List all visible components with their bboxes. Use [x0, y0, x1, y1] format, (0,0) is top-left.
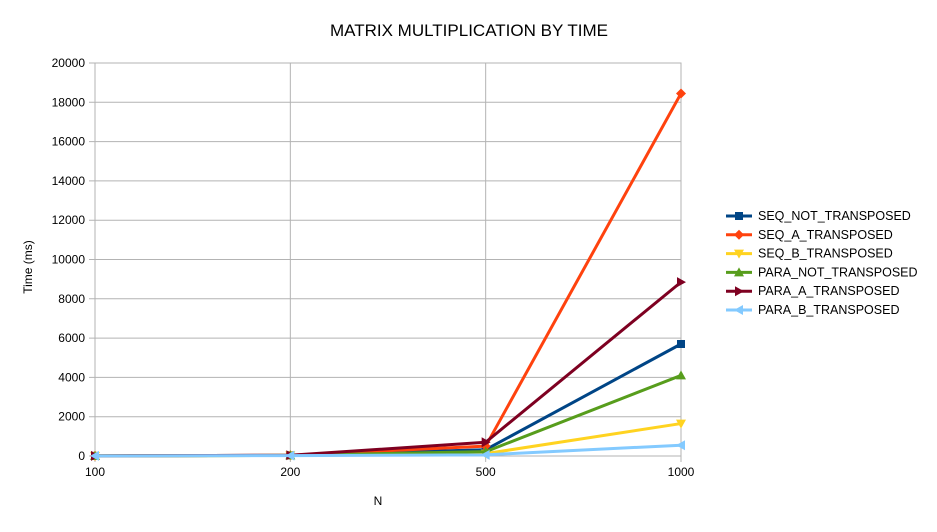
data-point: [285, 450, 295, 461]
legend-item: PARA_B_TRANSPOSED: [726, 303, 899, 317]
x-tick-label: 500: [476, 465, 496, 479]
series-para-b-transposed: [90, 440, 685, 461]
legend-item: SEQ_NOT_TRANSPOSED: [726, 209, 911, 223]
data-point: [676, 419, 686, 429]
series-line: [94, 374, 682, 458]
legend-item: SEQ_B_TRANSPOSED: [726, 247, 893, 261]
data-point: [677, 339, 685, 348]
gridlines: [89, 62, 682, 462]
legend-swatch-marker: [735, 212, 743, 220]
series-group: [90, 88, 686, 461]
legend-swatch-marker: [734, 249, 744, 259]
y-tick-label: 8000: [58, 292, 85, 306]
legend-swatch-marker: [734, 305, 743, 315]
y-tick-label: 4000: [58, 370, 85, 384]
y-tick-label: 2000: [58, 410, 85, 424]
legend-label: PARA_A_TRANSPOSED: [758, 284, 899, 298]
legend-item: PARA_NOT_TRANSPOSED: [726, 265, 918, 279]
data-point: [677, 277, 686, 288]
data-point: [480, 449, 490, 460]
legend-item: SEQ_A_TRANSPOSED: [726, 228, 893, 242]
legend-label: SEQ_NOT_TRANSPOSED: [758, 209, 911, 223]
legend-swatch-marker: [734, 267, 744, 277]
data-point: [676, 370, 686, 380]
y-tick-label: 10000: [52, 253, 86, 267]
legend-label: SEQ_B_TRANSPOSED: [758, 247, 893, 261]
y-tick-label: 6000: [58, 331, 85, 345]
data-point: [90, 450, 99, 461]
y-tick-label: 18000: [52, 95, 86, 109]
data-point: [676, 440, 685, 451]
legend-swatch-marker: [734, 229, 744, 240]
y-tick-label: 12000: [52, 213, 86, 227]
series-line: [94, 342, 682, 458]
series-line: [94, 280, 682, 458]
x-tick-label: 200: [280, 465, 300, 479]
legend-label: PARA_NOT_TRANSPOSED: [758, 265, 918, 279]
series-para-a-transposed: [91, 277, 686, 461]
x-axis-title: N: [374, 494, 383, 508]
axes: 0 2000 4000 6000 8000 10000 12000 14000 16000 180…: [52, 56, 695, 479]
legend-label: SEQ_A_TRANSPOSED: [758, 228, 893, 242]
chart-title: MATRIX MULTIPLICATION BY TIME: [330, 21, 608, 40]
series-line: [94, 92, 683, 458]
y-tick-label: 20000: [52, 56, 86, 70]
series-seq-not-transposed: [91, 339, 685, 460]
y-tick-label: 16000: [52, 135, 86, 149]
series-seq-a-transposed: [90, 88, 686, 461]
x-tick-label: 100: [85, 465, 105, 479]
y-tick-label: 14000: [52, 174, 86, 188]
y-tick-label: 0: [78, 449, 85, 463]
series-line: [94, 443, 682, 458]
y-axis-title: Time (ms): [21, 240, 35, 294]
legend-item: PARA_A_TRANSPOSED: [726, 284, 899, 298]
legend: SEQ_NOT_TRANSPOSED SEQ_A_TRANSPOSED SEQ_B_…: [726, 209, 918, 317]
legend-swatch-marker: [735, 286, 744, 297]
legend-label: PARA_B_TRANSPOSED: [758, 303, 899, 317]
x-tick-label: 1000: [668, 465, 695, 479]
data-point: [481, 437, 491, 448]
series-para-not-transposed: [90, 370, 686, 460]
data-point: [676, 88, 686, 99]
